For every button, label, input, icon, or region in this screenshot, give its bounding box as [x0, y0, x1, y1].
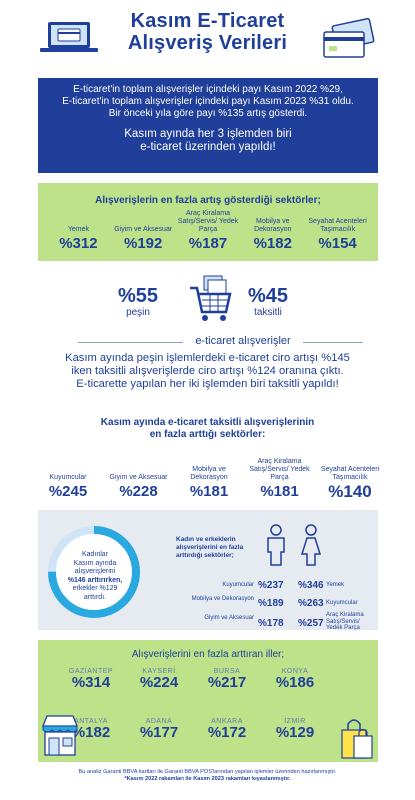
- gender-row: Mobilya ve Dekorasyon %189 %263 Kuyumcul…: [191, 596, 358, 609]
- sector-item: Araç Kiralama Satış/Servis/ Yedek Parça%…: [177, 210, 239, 252]
- sector-item: Araç Kiralama Satış/Servis/ Yedek Parça%…: [249, 458, 310, 500]
- man-icon: [267, 524, 285, 566]
- city-item: ADANA %177: [139, 718, 179, 741]
- section-heading: Kasım ayında e-ticaret taksitli alışveri…: [100, 417, 315, 440]
- credit-card-icon: [323, 18, 375, 58]
- intro-line: Bir önceki yıla göre payı %135 artış gös…: [108, 108, 308, 119]
- laptop-icon: [40, 22, 98, 52]
- sector-item: Yemek %312: [59, 226, 98, 252]
- footer-note: Bu analiz Garanti BBVA kartları ile Gara…: [78, 769, 337, 782]
- intro-line: E-ticaret'in toplam alışverişler içindek…: [62, 96, 354, 107]
- cities-panel: Alışverişlerini en fazla arttıran iller;: [38, 640, 378, 762]
- city-item: ANTALYA %182: [71, 718, 111, 741]
- cash-stat: %55 peşin: [118, 285, 159, 318]
- city-item: ANKARA %172: [207, 718, 247, 741]
- city-item: KAYSERİ %224: [139, 668, 179, 691]
- installment-stat: %45 taksitli: [248, 285, 289, 318]
- top-sectors-panel: Alışverişlerin en fazla artış gösterdiği…: [38, 183, 378, 261]
- cities-row: GAZİANTEP %314 KAYSERİ %224 BURSA %217 KONY…: [58, 668, 328, 691]
- section-heading: Alışverişlerini en fazla arttıran iller;: [131, 649, 285, 660]
- sector-item: Seyahat Acenteleri Taşımacılık %154: [308, 218, 367, 252]
- cities-row: ANTALYA %182 ADANA %177 ANKARA %172 İZMİR %1…: [58, 718, 328, 741]
- gender-row: Giyim ve Aksesuar %178 %257 Araç Kiralam…: [204, 612, 364, 631]
- intro-box: E-ticaret'in toplam alışverişler içindek…: [38, 78, 378, 173]
- sector-item: Giyim ve Aksesuar %192: [114, 226, 173, 252]
- ring-arc: [48, 526, 140, 618]
- gender-heading: Kadın ve erkeklerin alışverişlerini en f…: [176, 536, 244, 559]
- storefront-icon: [42, 715, 78, 756]
- gender-ring-text: Kadınlar Kasım ayında alışverişlerini %1…: [67, 551, 123, 601]
- intro-lead: Kasım ayında her 3 işlemden biri e-ticar…: [124, 128, 292, 153]
- sector-item: Seyahat Acenteleri Taşımacılık %140: [320, 466, 380, 501]
- city-item: KONYA %186: [275, 668, 315, 691]
- sector-item: Mobilya ve Dekorasyon %181: [189, 466, 229, 500]
- paragraph: Kasım ayında peşin işlemlerdeki e-ticare…: [65, 352, 350, 390]
- page-title: Kasım E-Ticaret Alışveriş Verileri: [127, 10, 288, 54]
- section-label: e-ticaret alışverişler: [195, 335, 291, 347]
- city-item: BURSA %217: [207, 668, 247, 691]
- city-item: GAZİANTEP %314: [68, 668, 114, 691]
- sector-item: Giyim ve Aksesuar %228: [109, 474, 168, 500]
- sector-item: Mobilya ve Dekorasyon %182: [253, 218, 292, 252]
- shopping-cart-icon: [190, 275, 232, 321]
- installment-sectors-row: Kuyumcular %245 Giyim ve Aksesuar %228 Mob…: [34, 444, 384, 500]
- gender-ring-chart: [48, 526, 140, 618]
- gender-row: Kuyumcular %237 %346 Yemek: [222, 580, 345, 591]
- section-heading: Alışverişlerin en fazla artış gösterdiği…: [95, 195, 321, 206]
- intro-line: E-ticaret'in toplam alışverişler içindek…: [73, 84, 343, 95]
- section-divider: e-ticaret alışverişler: [38, 335, 378, 349]
- sector-item: Kuyumcular %245: [48, 474, 88, 500]
- woman-icon: [300, 524, 322, 566]
- city-item: İZMİR %129: [275, 718, 315, 741]
- shopping-bag-icon: [341, 719, 373, 759]
